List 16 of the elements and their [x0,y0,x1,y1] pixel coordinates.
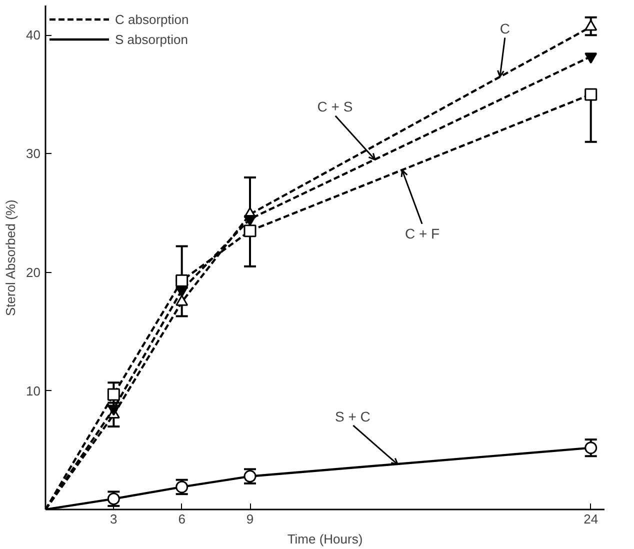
x-tick-label: 9 [246,512,254,526]
annotation: C [500,20,510,37]
annotation: S absorption [115,32,188,46]
x-axis-title: Time (Hours) [287,532,363,546]
x-tick-label: 6 [178,512,186,526]
annotation: C absorption [115,12,189,26]
y-tick-label: 10 [26,383,41,398]
y-axis-title: Sterol Absorbed (%) [3,200,18,316]
y-tick-label: 30 [26,146,41,162]
y-tick-label: 20 [26,264,41,280]
annotation: C + S [317,98,353,115]
annotation: C + F [404,225,440,242]
x-tick-label: 3 [110,512,118,526]
x-tick-label: 24 [584,512,598,526]
annotation: S + C [335,408,370,424]
y-tick-label: 40 [26,28,41,43]
